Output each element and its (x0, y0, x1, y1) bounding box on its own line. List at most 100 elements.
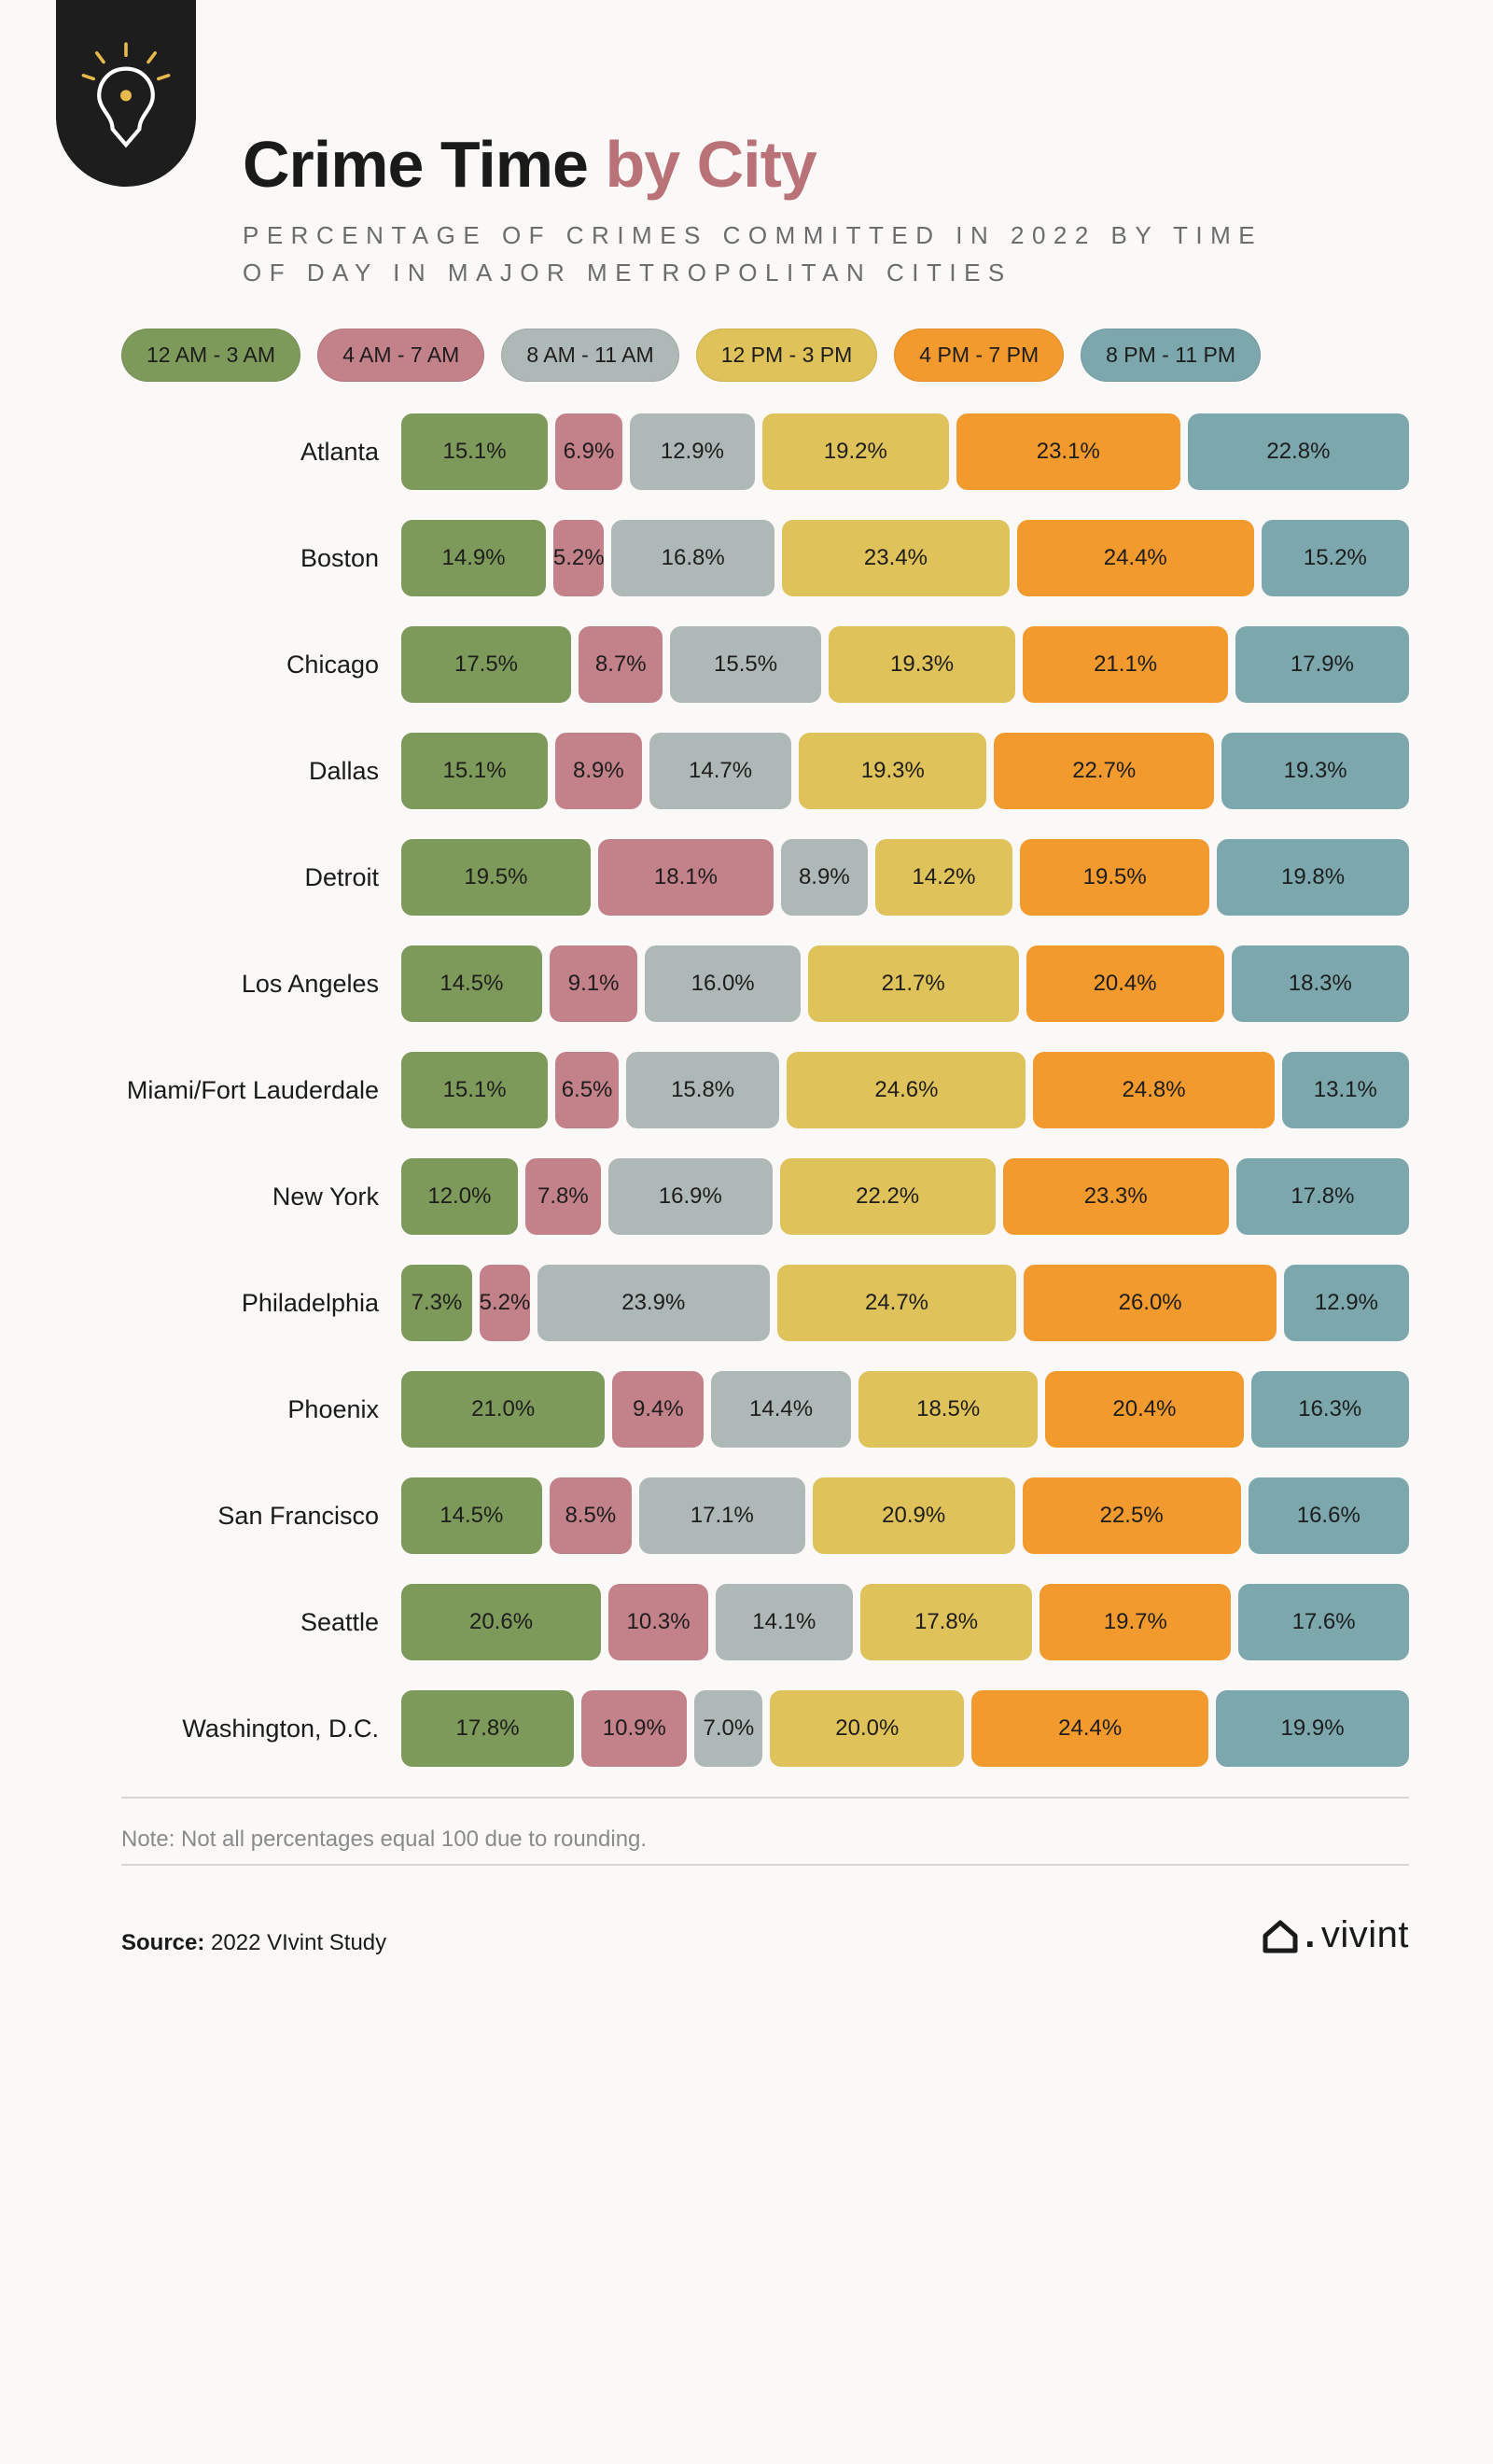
legend-item: 8 AM - 11 AM (501, 329, 678, 382)
bar-segment: 23.4% (782, 520, 1010, 596)
bar-segment: 16.8% (611, 520, 774, 596)
bar-segment: 26.0% (1024, 1265, 1276, 1341)
page-subtitle: PERCENTAGE OF CRIMES COMMITTED IN 2022 B… (243, 217, 1269, 292)
header: Crime Time by City PERCENTAGE OF CRIMES … (84, 0, 1409, 291)
legend-item: 4 AM - 7 AM (317, 329, 484, 382)
bar-segment: 8.5% (550, 1477, 632, 1554)
bar-segment: 19.3% (1221, 733, 1409, 809)
legend-item: 12 AM - 3 AM (121, 329, 300, 382)
lightbulb-pin-icon (70, 37, 182, 149)
stacked-bar-chart: Atlanta15.1%6.9%12.9%19.2%23.1%22.8% Bost… (84, 413, 1409, 1767)
chart-row: Philadelphia7.3%5.2%23.9%24.7%26.0%12.9% (121, 1265, 1409, 1341)
bar-segment: 21.7% (808, 945, 1019, 1022)
divider (121, 1797, 1409, 1799)
bar-segment: 22.2% (780, 1158, 996, 1235)
bar-segment: 5.2% (480, 1265, 530, 1341)
bar-segment: 24.6% (787, 1052, 1026, 1128)
bar-segment: 17.1% (639, 1477, 805, 1554)
bar-segment: 17.6% (1238, 1584, 1409, 1660)
city-label: Miami/Fort Lauderdale (121, 1076, 401, 1105)
chart-row: Miami/Fort Lauderdale15.1%6.5%15.8%24.6%… (121, 1052, 1409, 1128)
legend-item: 8 PM - 11 PM (1081, 329, 1261, 382)
bar-segment: 12.0% (401, 1158, 518, 1235)
bar-segment: 19.3% (799, 733, 986, 809)
bar-segment: 8.9% (555, 733, 642, 809)
bar-segment: 21.0% (401, 1371, 605, 1448)
bar-segment: 23.1% (956, 413, 1180, 490)
bar-segment: 14.5% (401, 945, 542, 1022)
bar-segment: 16.3% (1251, 1371, 1410, 1448)
footer: Source: 2022 VIvint Study .vivint (84, 1886, 1409, 1956)
bar-segment: 8.9% (781, 839, 868, 916)
bar-segment: 5.2% (553, 520, 604, 596)
bar-segment: 7.0% (694, 1690, 762, 1767)
bar: 15.1%8.9%14.7%19.3%22.7%19.3% (401, 733, 1409, 809)
bar-segment: 10.9% (581, 1690, 687, 1767)
footnote: Note: Not all percentages equal 100 due … (84, 1819, 1409, 1853)
bar-segment: 24.8% (1033, 1052, 1274, 1128)
bar: 14.5%8.5%17.1%20.9%22.5%16.6% (401, 1477, 1409, 1554)
bar-segment: 23.3% (1003, 1158, 1229, 1235)
bar-segment: 18.1% (598, 839, 774, 916)
bar-segment: 14.2% (875, 839, 1013, 916)
bar-segment: 15.1% (401, 413, 548, 490)
city-label: Detroit (121, 863, 401, 892)
chart-row: Boston14.9%5.2%16.8%23.4%24.4%15.2% (121, 520, 1409, 596)
chart-row: Atlanta15.1%6.9%12.9%19.2%23.1%22.8% (121, 413, 1409, 490)
chart-row: Los Angeles14.5%9.1%16.0%21.7%20.4%18.3% (121, 945, 1409, 1022)
bar-segment: 17.9% (1235, 626, 1409, 703)
bar-segment: 22.7% (994, 733, 1214, 809)
bar-segment: 14.4% (711, 1371, 851, 1448)
brand-dot: . (1305, 1914, 1316, 1956)
bar-segment: 19.3% (829, 626, 1016, 703)
house-icon (1262, 1917, 1299, 1954)
bar-segment: 17.8% (860, 1584, 1033, 1660)
chart-row: San Francisco14.5%8.5%17.1%20.9%22.5%16.… (121, 1477, 1409, 1554)
bar-segment: 14.1% (716, 1584, 853, 1660)
city-label: Boston (121, 544, 401, 573)
bar-segment: 20.4% (1045, 1371, 1243, 1448)
bar-segment: 6.5% (555, 1052, 619, 1128)
bar-segment: 7.8% (525, 1158, 601, 1235)
chart-row: Chicago17.5%8.7%15.5%19.3%21.1%17.9% (121, 626, 1409, 703)
bar-segment: 15.8% (626, 1052, 779, 1128)
bar-segment: 9.4% (612, 1371, 704, 1448)
bar-segment: 12.9% (1284, 1265, 1409, 1341)
chart-row: New York12.0%7.8%16.9%22.2%23.3%17.8% (121, 1158, 1409, 1235)
bar-segment: 14.9% (401, 520, 546, 596)
bar-segment: 19.7% (1040, 1584, 1231, 1660)
bar-segment: 16.0% (645, 945, 800, 1022)
legend: 12 AM - 3 AM4 AM - 7 AM8 AM - 11 AM12 PM… (84, 329, 1409, 382)
bar: 12.0%7.8%16.9%22.2%23.3%17.8% (401, 1158, 1409, 1235)
bar-segment: 20.6% (401, 1584, 601, 1660)
bar-segment: 7.3% (401, 1265, 472, 1341)
source-value: 2022 VIvint Study (204, 1930, 386, 1955)
bar-segment: 19.9% (1216, 1690, 1409, 1767)
divider (121, 1864, 1409, 1866)
bar-segment: 16.9% (608, 1158, 773, 1235)
bar-segment: 12.9% (630, 413, 755, 490)
bar-segment: 14.7% (649, 733, 792, 809)
source-line: Source: 2022 VIvint Study (121, 1930, 386, 1956)
bar-segment: 22.5% (1023, 1477, 1241, 1554)
bar: 15.1%6.9%12.9%19.2%23.1%22.8% (401, 413, 1409, 490)
bar-segment: 24.4% (971, 1690, 1208, 1767)
bar: 14.5%9.1%16.0%21.7%20.4%18.3% (401, 945, 1409, 1022)
city-label: Phoenix (121, 1395, 401, 1424)
bar-segment: 18.5% (858, 1371, 1038, 1448)
city-label: Seattle (121, 1608, 401, 1637)
page-title: Crime Time by City (243, 131, 1409, 200)
bar-segment: 10.3% (608, 1584, 708, 1660)
bar-segment: 13.1% (1282, 1052, 1409, 1128)
brand-logo: .vivint (1262, 1914, 1409, 1956)
bar-segment: 17.5% (401, 626, 571, 703)
bar: 7.3%5.2%23.9%24.7%26.0%12.9% (401, 1265, 1409, 1341)
brand-text: vivint (1321, 1914, 1409, 1956)
bar-segment: 24.4% (1017, 520, 1254, 596)
bar-segment: 9.1% (550, 945, 638, 1022)
legend-item: 4 PM - 7 PM (894, 329, 1064, 382)
bar-segment: 15.1% (401, 733, 548, 809)
bar-segment: 14.5% (401, 1477, 542, 1554)
bar-segment: 16.6% (1249, 1477, 1409, 1554)
logo-badge (56, 0, 196, 187)
